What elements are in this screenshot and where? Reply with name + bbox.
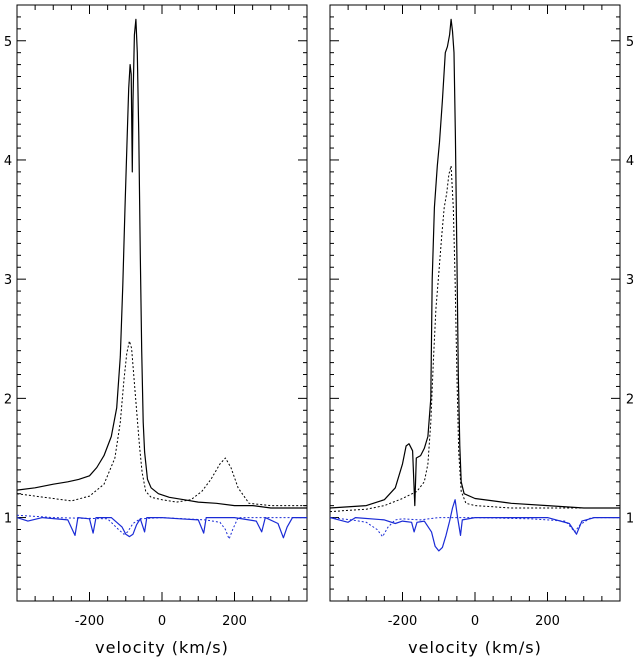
x-tick-label: 0 bbox=[158, 614, 166, 629]
left-plot-frame bbox=[16, 4, 308, 602]
y-tick-label: 5 bbox=[626, 35, 634, 50]
spectrum-line-2 bbox=[16, 340, 307, 507]
right-series bbox=[329, 18, 620, 552]
left-panel: -200 0 200 1 2 3 4 5 velocity (km/s) bbox=[4, 4, 308, 657]
x-tick-label: 200 bbox=[222, 614, 247, 629]
y-tick-label: 3 bbox=[626, 273, 634, 288]
y-tick-label: 5 bbox=[4, 35, 12, 50]
y-tick-label: 2 bbox=[626, 392, 634, 407]
x-tick-label: -200 bbox=[75, 614, 105, 629]
right-ticks bbox=[330, 5, 620, 601]
spectrum-line-3 bbox=[16, 517, 307, 539]
spectrum-line-2 bbox=[329, 165, 620, 513]
left-tick-labels: -200 0 200 1 2 3 4 5 bbox=[4, 35, 247, 629]
y-tick-label: 4 bbox=[626, 154, 634, 169]
spectrum-line-1 bbox=[16, 18, 307, 509]
right-x-axis-title: velocity (km/s) bbox=[408, 638, 542, 657]
y-tick-label: 1 bbox=[626, 512, 634, 527]
x-tick-label: -200 bbox=[388, 614, 418, 629]
x-tick-label: 200 bbox=[535, 614, 560, 629]
y-tick-label: 1 bbox=[4, 512, 12, 527]
spectrum-line-1 bbox=[329, 18, 620, 509]
y-tick-label: 2 bbox=[4, 392, 12, 407]
spectrum-line-4 bbox=[16, 514, 307, 540]
y-tick-label: 3 bbox=[4, 273, 12, 288]
left-x-axis-title: velocity (km/s) bbox=[95, 638, 229, 657]
spectrum-line-3 bbox=[329, 499, 620, 552]
left-series bbox=[16, 18, 307, 540]
right-panel: -200 0 200 1 2 3 4 5 velocity (km/s) bbox=[329, 4, 634, 657]
spectrum-line-4 bbox=[329, 517, 620, 538]
right-plot-frame bbox=[329, 4, 621, 602]
x-tick-label: 0 bbox=[471, 614, 479, 629]
y-tick-label: 4 bbox=[4, 154, 12, 169]
left-ticks bbox=[17, 5, 307, 601]
right-tick-labels: -200 0 200 1 2 3 4 5 bbox=[388, 35, 634, 629]
